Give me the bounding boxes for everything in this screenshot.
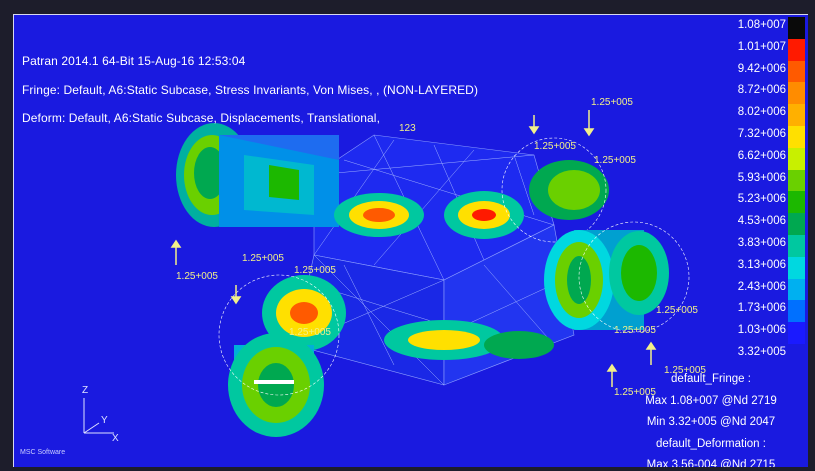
legend-swatch: [788, 169, 805, 192]
legend-row: 7.32+006: [718, 125, 808, 148]
legend-row: 4.53+006: [718, 213, 808, 235]
fringe-title: default_Fringe :: [671, 373, 751, 385]
legend-label: 5.23+006: [737, 193, 786, 206]
fringe-min: Min 3.32+005 @Nd 2047: [646, 416, 776, 429]
axis-triad: Z Y X: [74, 385, 124, 448]
header-title: Patran 2014.1 64-Bit 15-Aug-16 12:53:04: [22, 54, 246, 68]
legend-row: 3.13+006: [718, 256, 808, 279]
legend-swatch: [788, 38, 805, 61]
node-label: 123: [399, 123, 416, 134]
legend-label: 1.08+007: [737, 19, 786, 31]
callout-label: 1.25+005: [289, 327, 331, 338]
header-deform: Deform: Default, A6:Static Subcase, Disp…: [22, 111, 380, 125]
legend-swatch: [788, 125, 805, 148]
legend-label: 6.62+006: [737, 149, 786, 162]
legend-row: 1.03+006: [718, 322, 808, 344]
callout-label: 1.25+005: [176, 271, 218, 282]
fringe-legend: 1.08+007 1.01+007 9.42+006 8.72+006 8.02+006…: [718, 17, 808, 366]
fringe-max: Max 1.08+007 @Nd 2719: [645, 394, 777, 407]
legend-row: 8.72+006: [718, 82, 808, 105]
callout-label: 1.25+005: [614, 387, 656, 398]
legend-swatch: [788, 104, 805, 126]
callout-label: 1.25+005: [591, 97, 633, 108]
legend-row: 9.42+006: [718, 60, 808, 83]
legend-label: 5.93+006: [737, 171, 786, 184]
axis-x-label: X: [112, 433, 119, 444]
callout-label: 1.25+005: [534, 141, 576, 152]
graphics-viewport[interactable]: Patran 2014.1 64-Bit 15-Aug-16 12:53:04 …: [13, 14, 808, 467]
legend-label: 3.32+005: [737, 345, 786, 358]
legend-row: 6.62+006: [718, 147, 808, 170]
legend-row: 3.83+006: [718, 234, 808, 257]
legend-label: 3.13+006: [737, 258, 786, 271]
legend-row: 5.93+006: [718, 169, 808, 192]
legend-label: 1.73+006: [737, 302, 786, 315]
axis-triad-icon: [83, 398, 114, 434]
legend-label: 9.42+006: [737, 62, 786, 75]
axis-y-label: Y: [101, 415, 108, 426]
callout-label: 1.25+005: [294, 265, 336, 276]
result-summary: default_Fringe : Max 1.08+007 @Nd 2719 M…: [616, 369, 806, 467]
legend-swatch: [788, 278, 805, 301]
legend-swatch: [788, 322, 805, 344]
callout-label: 1.25+005: [594, 155, 636, 166]
msc-logo: MSC Software: [20, 449, 66, 456]
legend-swatch: [788, 213, 805, 235]
legend-label: 8.02+006: [737, 106, 786, 119]
legend-label: 8.72+006: [737, 84, 786, 97]
legend-swatch: [788, 300, 805, 323]
axis-z-label: Z: [82, 385, 89, 396]
fem-model-render: [170, 110, 690, 437]
legend-swatch: [788, 60, 805, 83]
legend-swatch: [788, 191, 805, 214]
legend-swatch: [788, 82, 805, 105]
callout-label: 1.25+005: [242, 253, 284, 264]
legend-swatch: [788, 234, 805, 257]
legend-swatch: [788, 17, 805, 39]
legend-label: 1.03+006: [737, 324, 786, 337]
legend-label: 1.01+007: [737, 40, 786, 53]
legend-label: 7.32+006: [737, 127, 786, 140]
legend-row: 3.32+005: [718, 343, 808, 366]
legend-row: 1.08+007: [718, 17, 808, 39]
legend-row: 2.43+006: [718, 278, 808, 301]
callout-label: 1.25+005: [614, 325, 656, 336]
legend-label: 4.53+006: [737, 215, 786, 228]
legend-swatch: [788, 343, 805, 366]
deform-max: Max 3.56-004 @Nd 2715: [646, 459, 776, 467]
legend-row: 5.23+006: [718, 191, 808, 214]
legend-row: 1.73+006: [718, 300, 808, 323]
callout-label: 1.25+005: [664, 365, 706, 376]
legend-label: 3.83+006: [737, 236, 786, 249]
deform-title: default_Deformation :: [656, 437, 766, 450]
header-fringe: Fringe: Default, A6:Static Subcase, Stre…: [22, 83, 479, 97]
legend-swatch: [788, 147, 805, 170]
legend-label: 2.43+006: [737, 280, 786, 293]
callout-label: 1.25+005: [656, 305, 698, 316]
legend-row: 1.01+007: [718, 38, 808, 61]
legend-row: 8.02+006: [718, 104, 808, 126]
legend-swatch: [788, 256, 805, 279]
